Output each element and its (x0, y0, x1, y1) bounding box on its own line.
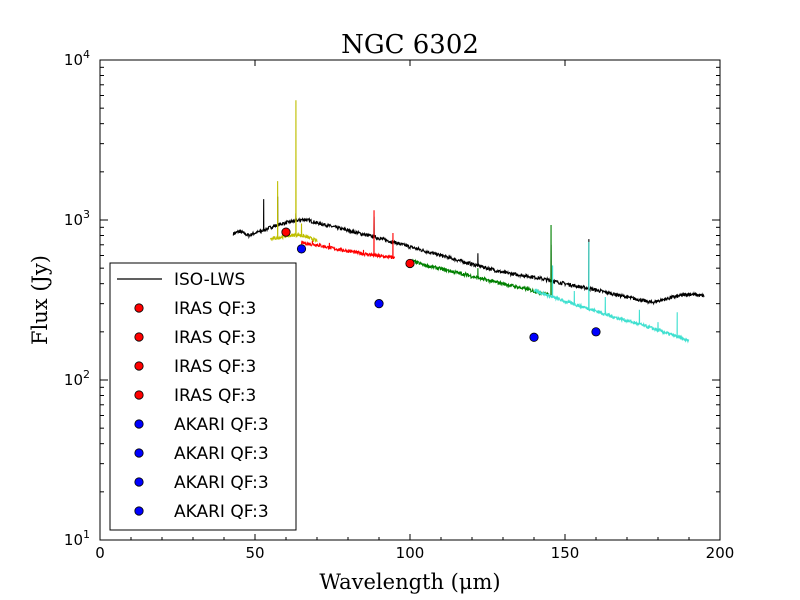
y-tick-label: 101 (64, 528, 90, 549)
legend-label: AKARI QF:3 (174, 473, 269, 493)
legend-marker-swatch (134, 303, 144, 313)
legend-label: IRAS QF:3 (174, 357, 256, 377)
data-point-3 (374, 299, 384, 309)
x-tick-label: 0 (95, 544, 105, 562)
legend-label: IRAS QF:3 (174, 386, 256, 406)
data-point-1 (405, 258, 415, 269)
data-point-0 (281, 227, 291, 237)
x-tick-label: 150 (551, 544, 580, 562)
series-line-3 (409, 225, 552, 297)
points-layer (281, 227, 601, 342)
series-line-1 (269, 100, 318, 243)
legend-marker-swatch (134, 390, 144, 400)
legend-marker-swatch (134, 448, 144, 458)
legend-marker-swatch (134, 419, 144, 429)
series-line-4 (533, 241, 690, 344)
chart-title: NGC 6302 (341, 30, 479, 60)
legend-label: IRAS QF:3 (174, 299, 256, 319)
series-line-0 (232, 196, 705, 306)
legend: ISO-LWS IRAS QF:3 IRAS QF:3 IRAS QF:3 IRAS Q… (109, 262, 297, 531)
series-line-2 (300, 210, 396, 260)
x-tick-label: 50 (245, 544, 264, 562)
legend-marker-swatch (134, 361, 144, 371)
y-tick-label: 104 (64, 48, 90, 69)
legend-marker-swatch (134, 332, 144, 342)
data-point-4 (529, 332, 539, 342)
legend-marker-swatch (134, 477, 144, 487)
y-tick-label: 103 (64, 208, 90, 229)
legend-label: ISO-LWS (174, 270, 245, 290)
legend-label: IRAS QF:3 (174, 328, 256, 348)
y-tick-label: 102 (64, 368, 90, 389)
y-axis-ticks: 101 102 103 104 (64, 48, 720, 549)
x-axis-ticks: 0 50 100 150 200 (95, 60, 734, 562)
series-layer (232, 100, 705, 344)
data-point-5 (591, 327, 601, 337)
x-tick-label: 200 (706, 544, 735, 562)
data-point-2 (296, 244, 307, 254)
x-tick-label: 100 (396, 544, 425, 562)
legend-marker-swatch (134, 506, 144, 516)
legend-label: AKARI QF:3 (174, 415, 269, 435)
legend-label: AKARI QF:3 (174, 444, 269, 464)
y-axis-label: Flux (Jy) (28, 255, 52, 345)
x-axis-label: Wavelength (μm) (319, 570, 500, 594)
legend-label: AKARI QF:3 (174, 502, 269, 522)
